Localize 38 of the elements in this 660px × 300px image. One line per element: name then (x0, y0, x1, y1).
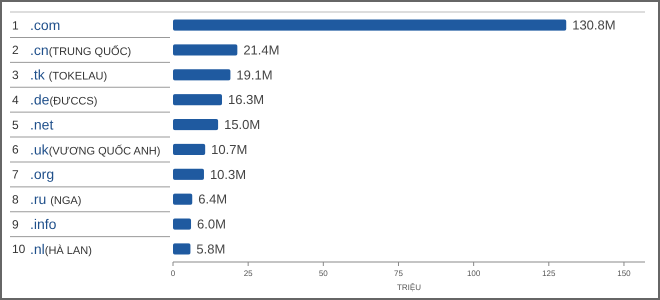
data-label: 6.4M (198, 192, 228, 207)
x-tick-label: 150 (617, 269, 632, 278)
data-label: 21.4M (243, 42, 280, 58)
y-tick-label: 5 .net (12, 116, 54, 132)
data-label: 16.3M (228, 92, 264, 108)
data-label: 6.0M (197, 216, 226, 232)
data-label: 130.8M (572, 18, 616, 33)
x-tick-label: 125 (542, 269, 556, 278)
x-tick-label: 50 (318, 269, 328, 278)
y-tick-label: 9 .info (12, 216, 57, 232)
data-label: 15.0M (224, 117, 260, 132)
x-tick-label: 0 (170, 269, 176, 278)
x-tick-label: 75 (394, 269, 404, 278)
y-tick-label: 3 .tk (TOKELAU) (12, 66, 108, 83)
x-tick-label: 100 (466, 269, 481, 278)
y-tick-label: 7 .org (12, 166, 54, 182)
data-label: 19.1M (236, 67, 273, 82)
bar (173, 168, 204, 180)
bar (173, 118, 218, 130)
bar (173, 218, 192, 230)
bar (173, 44, 238, 56)
y-tick-label: 6 .uk(VƯƠNG QUỐC ANH) (12, 141, 160, 158)
data-label: 10.7M (211, 142, 248, 157)
x-axis-title: TRIỆU (397, 283, 422, 292)
bar (173, 69, 230, 80)
y-tick-label: 8 .ru (NGA) (12, 191, 82, 208)
x-tick-label: 25 (244, 269, 254, 278)
y-tick-label: 2 .cn(TRUNG QUỐC) (12, 42, 132, 58)
bar (173, 194, 192, 205)
bar (173, 19, 566, 31)
y-tick-label: 10 .nl(HÀ LAN) (12, 240, 92, 257)
data-label: 10.3M (210, 166, 246, 182)
bar (173, 144, 206, 156)
bar (173, 94, 222, 106)
bar (173, 243, 190, 255)
y-tick-label: 4 .de(ĐƯCCS) (12, 92, 98, 108)
y-tick-label: 1 .com (12, 16, 60, 33)
data-label: 5.8M (196, 241, 226, 256)
